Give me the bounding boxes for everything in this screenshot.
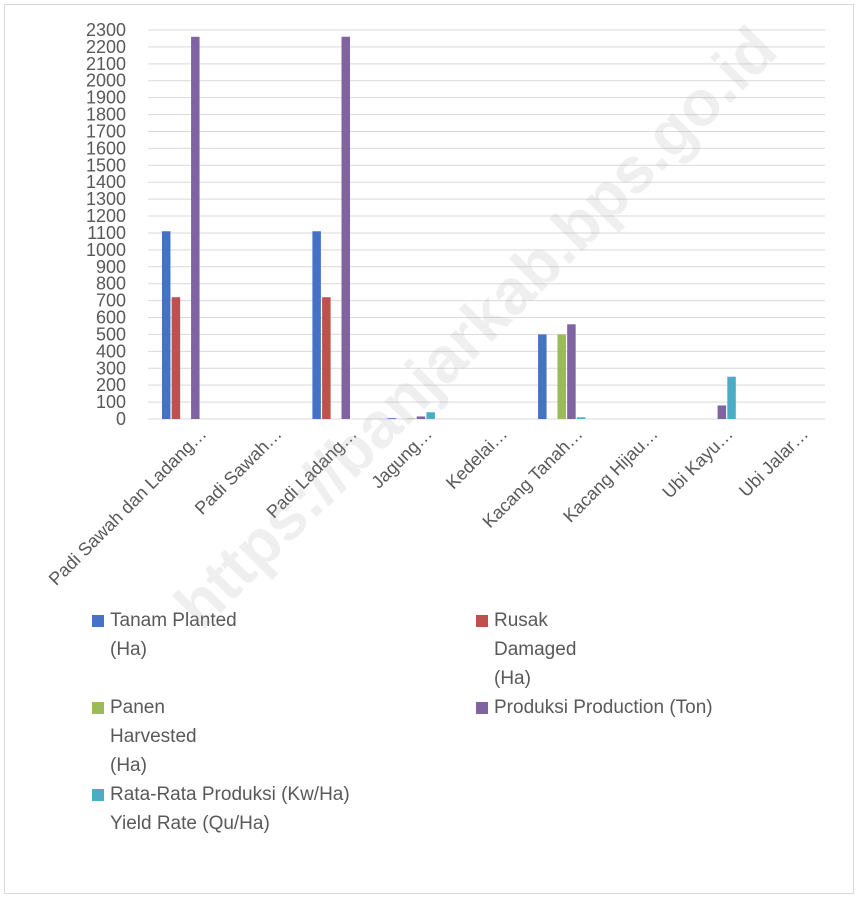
bar-2-cat-1 <box>171 297 181 419</box>
legend-swatch-yield <box>92 789 104 801</box>
y-tick-label: 200 <box>96 375 126 395</box>
y-tick-label: 300 <box>96 358 126 378</box>
y-axis-ticks: 0100200300400500600700800900100011001200… <box>86 20 126 429</box>
y-tick-label: 1100 <box>87 223 126 243</box>
bars <box>161 36 736 419</box>
bar-4-cat-3 <box>341 36 351 419</box>
y-tick-label: 1500 <box>86 155 126 175</box>
y-tick-label: 600 <box>96 308 126 328</box>
bar-5-cat-4 <box>426 412 435 419</box>
y-tick-label: 500 <box>96 324 126 344</box>
category-label: Ubi Jalar… <box>735 424 812 501</box>
y-tick-label: 1800 <box>86 105 126 125</box>
bar-5-cat-6 <box>576 417 586 419</box>
chart-frame <box>4 4 854 894</box>
y-tick-label: 900 <box>96 257 126 277</box>
y-tick-label: 1000 <box>86 240 126 260</box>
legend-swatch-production <box>476 702 488 714</box>
bar-1-cat-6 <box>538 334 547 419</box>
bar-4-cat-4 <box>416 416 426 419</box>
bar-4-cat-8 <box>717 405 727 419</box>
bar-3-cat-4 <box>407 418 416 419</box>
legend-label-damaged: Rusak Damaged (Ha) <box>494 610 577 689</box>
y-tick-label: 1300 <box>86 189 126 209</box>
category-labels: Padi Sawah dan Ladang…Padi Sawah…Padi La… <box>45 424 812 590</box>
bar-1-cat-1 <box>161 231 171 419</box>
bar-4-cat-1 <box>191 36 200 419</box>
y-tick-label: 2200 <box>86 37 126 57</box>
legend-label-production: Produksi Production (Ton) <box>494 697 713 718</box>
bar-1-cat-3 <box>312 231 321 419</box>
y-tick-label: 2000 <box>86 71 126 91</box>
legend-label-yield: Rata-Rata Produksi (Kw/Ha) Yield Rate (Q… <box>110 784 350 834</box>
category-label: Kedelai… <box>442 424 511 493</box>
legend-swatch-damaged <box>476 615 488 627</box>
y-tick-label: 0 <box>116 409 126 429</box>
bar-3-cat-6 <box>557 334 566 419</box>
y-tick-label: 700 <box>96 291 126 311</box>
y-tick-label: 100 <box>96 392 126 412</box>
y-tick-label: 1200 <box>86 206 126 226</box>
gridlines <box>148 29 825 420</box>
bar-4-cat-6 <box>567 324 576 419</box>
bar-2-cat-3 <box>322 297 331 419</box>
legend-swatch-harvested <box>92 702 104 714</box>
y-tick-label: 400 <box>96 341 126 361</box>
bar-5-cat-8 <box>727 376 736 419</box>
legend-label-harvested: Panen Harvested (Ha) <box>110 697 197 776</box>
bar-1-cat-4 <box>387 418 397 419</box>
y-tick-label: 800 <box>96 274 126 294</box>
category-label: Ubi Kayu… <box>658 424 737 503</box>
legend-label-planted: Tanam Planted (Ha) <box>110 610 237 660</box>
legend-swatch-planted <box>92 615 104 627</box>
y-tick-label: 2100 <box>86 54 126 74</box>
y-tick-label: 1700 <box>86 121 126 141</box>
y-tick-label: 1900 <box>86 88 126 108</box>
y-tick-label: 2300 <box>86 20 126 40</box>
y-tick-label: 1600 <box>86 138 126 158</box>
y-tick-label: 1400 <box>86 172 126 192</box>
